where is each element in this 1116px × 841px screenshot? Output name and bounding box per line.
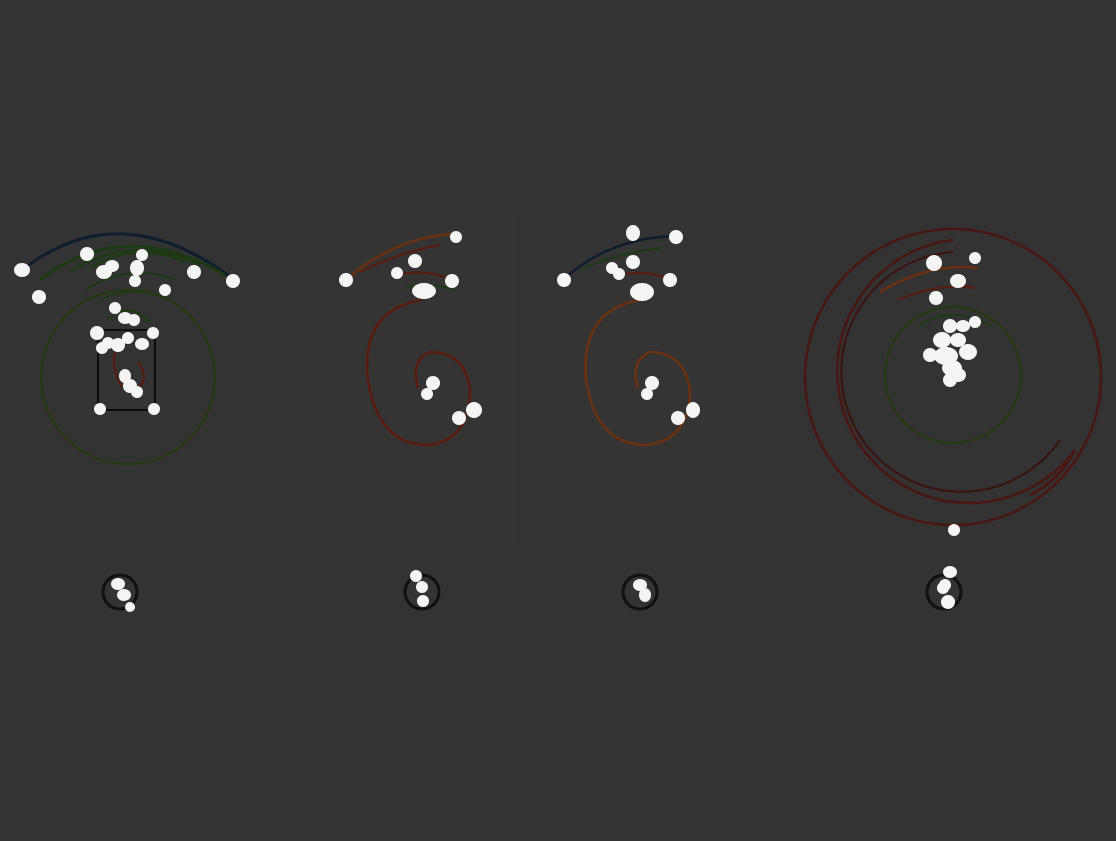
dot-a-25 xyxy=(148,403,160,415)
panel-a-arc-5 xyxy=(84,271,176,291)
dot-a-1 xyxy=(32,290,46,304)
dot-c-4 xyxy=(613,268,625,280)
dot-markers-6 xyxy=(633,579,647,591)
dot-d-14 xyxy=(943,373,957,387)
dot-c-1 xyxy=(669,230,683,244)
dot-d-7 xyxy=(933,332,951,348)
dot-d-16 xyxy=(943,566,957,578)
panel-a-arc-3 xyxy=(69,248,201,274)
dot-c-2 xyxy=(557,273,571,287)
dot-b-8 xyxy=(452,411,466,425)
dot-d-2 xyxy=(950,274,966,288)
panel-d-ring-tail xyxy=(1029,449,1077,497)
dot-c-7 xyxy=(663,273,677,287)
dot-d-6 xyxy=(969,316,981,328)
dot-b-9 xyxy=(466,402,482,418)
panel-a-green-circle xyxy=(40,289,216,465)
dot-a-11 xyxy=(109,302,121,314)
panel-c-red-spiral xyxy=(584,298,692,447)
dot-a-2 xyxy=(80,247,94,261)
dot-c-10 xyxy=(671,411,685,425)
dot-d-5 xyxy=(956,320,970,332)
panel-a-arc-4 xyxy=(89,251,186,270)
dot-b-0 xyxy=(450,231,462,243)
dot-a-20 xyxy=(96,342,108,354)
dot-a-13 xyxy=(128,314,140,326)
dot-a-9 xyxy=(187,265,201,279)
dot-a-16 xyxy=(111,338,125,352)
dot-d-15 xyxy=(948,524,960,536)
marker-b-ring xyxy=(403,573,441,611)
dot-b-3 xyxy=(408,254,422,268)
dot-c-0 xyxy=(626,225,640,241)
dot-a-19 xyxy=(147,327,159,339)
panel-d-ring-inner-2 xyxy=(840,251,1061,493)
dot-markers-1 xyxy=(117,589,131,601)
panel-a-arc-2 xyxy=(39,244,226,282)
panel-a xyxy=(24,232,233,465)
dot-markers-2 xyxy=(125,602,135,612)
panel-b-arc-1 xyxy=(347,232,453,279)
panel-b-arc-2 xyxy=(359,244,441,273)
dot-a-8 xyxy=(159,284,171,296)
marker-a-ring xyxy=(101,573,139,611)
dot-c-11 xyxy=(686,402,700,418)
dot-d-4 xyxy=(943,319,957,333)
dot-a-0 xyxy=(14,263,30,277)
dot-c-8 xyxy=(645,376,659,390)
dot-a-4 xyxy=(105,260,119,272)
panel-c-backdrop xyxy=(560,215,775,550)
dot-d-11 xyxy=(959,344,977,360)
dot-b-1 xyxy=(339,273,353,287)
dot-a-23 xyxy=(131,386,143,398)
panel-c-arc-1 xyxy=(564,234,676,279)
dot-d-18 xyxy=(941,595,955,609)
dot-layer xyxy=(14,225,981,612)
dot-b-2 xyxy=(391,267,403,279)
dot-a-7 xyxy=(129,275,141,287)
dot-b-6 xyxy=(426,376,440,390)
dot-b-7 xyxy=(421,388,433,400)
dot-markers-0 xyxy=(111,578,125,590)
dot-a-17 xyxy=(122,332,134,344)
panel-a-green-spiral xyxy=(107,309,151,323)
panel-d-orange-arc-2 xyxy=(897,285,976,301)
dot-a-6 xyxy=(136,249,148,261)
dot-markers-5 xyxy=(417,595,429,607)
dot-d-8 xyxy=(950,333,966,347)
panel-d-green-arc xyxy=(919,314,991,326)
dot-d-0 xyxy=(926,255,942,271)
dot-d-1 xyxy=(969,252,981,264)
panel-a-arc-outer xyxy=(24,232,233,280)
dot-b-4 xyxy=(412,283,436,299)
dot-a-14 xyxy=(90,326,104,340)
dot-d-3 xyxy=(929,291,943,305)
dot-a-24 xyxy=(94,403,106,415)
marker-c-ring xyxy=(621,573,659,611)
panel-c-arc-2 xyxy=(579,247,663,271)
dot-d-9 xyxy=(923,348,937,362)
panel-d-green-circle xyxy=(884,306,1022,444)
dot-c-6 xyxy=(630,283,654,301)
panel-a-square xyxy=(97,329,156,411)
dot-markers-4 xyxy=(416,581,428,593)
bottom-markers xyxy=(101,573,963,611)
dot-c-9 xyxy=(641,388,653,400)
panel-d-ring-inner-1 xyxy=(836,238,1076,505)
dot-markers-7 xyxy=(639,588,651,602)
dot-a-10 xyxy=(226,274,240,288)
dot-b-5 xyxy=(445,274,459,288)
dot-a-18 xyxy=(135,338,149,350)
dot-markers-3 xyxy=(410,570,422,582)
dot-a-5 xyxy=(130,260,144,276)
panel-b-red-spiral xyxy=(365,298,472,447)
panel-d-orange-arc-1 xyxy=(879,265,979,294)
dot-c-5 xyxy=(626,255,640,269)
dot-markers-8 xyxy=(939,579,951,591)
